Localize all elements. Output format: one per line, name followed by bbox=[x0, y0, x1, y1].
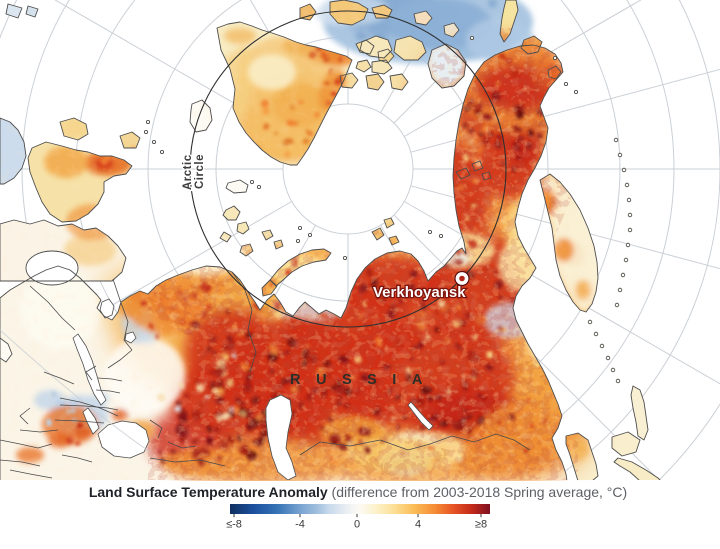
svg-text:≥8: ≥8 bbox=[475, 519, 487, 531]
svg-text:Land Surface Temperature Anoma: Land Surface Temperature Anomaly (differ… bbox=[89, 484, 627, 500]
svg-text:≤-8: ≤-8 bbox=[226, 519, 242, 531]
svg-text:0: 0 bbox=[354, 519, 360, 531]
svg-text:RUSSIA: RUSSIA bbox=[290, 372, 438, 388]
svg-text:Verkhoyansk: Verkhoyansk bbox=[373, 284, 466, 301]
svg-text:ArcticCircle: ArcticCircle bbox=[182, 154, 206, 190]
svg-text:4: 4 bbox=[415, 519, 421, 531]
svg-text:-4: -4 bbox=[295, 519, 305, 531]
